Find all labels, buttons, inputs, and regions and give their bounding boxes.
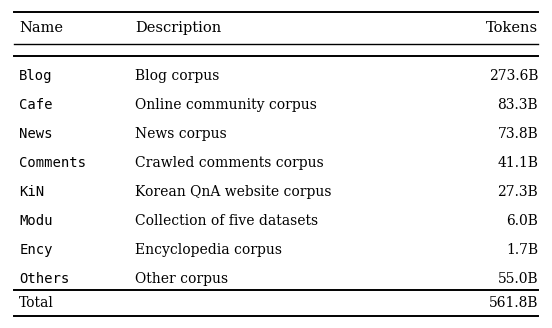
Text: Cafe: Cafe <box>19 98 53 112</box>
Text: Collection of five datasets: Collection of five datasets <box>135 214 319 228</box>
Text: Name: Name <box>19 21 63 35</box>
Text: Modu: Modu <box>19 214 53 228</box>
Text: 83.3B: 83.3B <box>497 98 538 112</box>
Text: 41.1B: 41.1B <box>497 156 538 170</box>
Text: Comments: Comments <box>19 156 86 170</box>
Text: 273.6B: 273.6B <box>489 69 538 83</box>
Text: KiN: KiN <box>19 185 45 199</box>
Text: Blog corpus: Blog corpus <box>135 69 220 83</box>
Text: 27.3B: 27.3B <box>497 185 538 199</box>
Text: 561.8B: 561.8B <box>489 296 538 310</box>
Text: Online community corpus: Online community corpus <box>135 98 317 112</box>
Text: Other corpus: Other corpus <box>135 272 229 286</box>
Text: 6.0B: 6.0B <box>506 214 538 228</box>
Text: Ency: Ency <box>19 243 53 257</box>
Text: News: News <box>19 127 53 141</box>
Text: 55.0B: 55.0B <box>497 272 538 286</box>
Text: Description: Description <box>135 21 221 35</box>
Text: Others: Others <box>19 272 70 286</box>
Text: 1.7B: 1.7B <box>506 243 538 257</box>
Text: Crawled comments corpus: Crawled comments corpus <box>135 156 324 170</box>
Text: Blog: Blog <box>19 69 53 83</box>
Text: Korean QnA website corpus: Korean QnA website corpus <box>135 185 332 199</box>
Text: Encyclopedia corpus: Encyclopedia corpus <box>135 243 282 257</box>
Text: News corpus: News corpus <box>135 127 227 141</box>
Text: Total: Total <box>19 296 54 310</box>
Text: Tokens: Tokens <box>486 21 538 35</box>
Text: 73.8B: 73.8B <box>497 127 538 141</box>
